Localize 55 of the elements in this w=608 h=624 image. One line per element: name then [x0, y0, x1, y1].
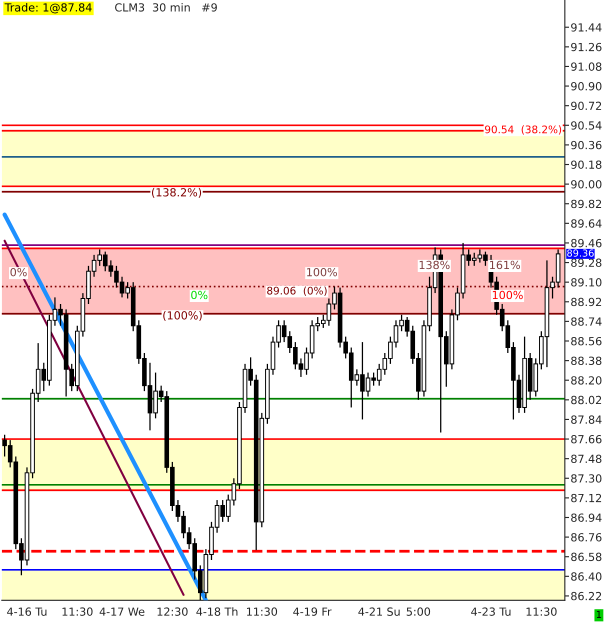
annotation: 138% [420, 260, 450, 270]
x-tick-label: 11:30 [247, 607, 278, 616]
chart-title: CLM3 30 min #9 [115, 3, 217, 12]
y-tick-label: 88.56 [571, 336, 602, 346]
y-tick-label: 90.36 [571, 140, 602, 150]
y-tick-label: 91.44 [571, 23, 602, 32]
y-tick-label: 87.48 [571, 454, 602, 464]
y-tick-label: 91.08 [571, 62, 602, 71]
annotation: (138.2%) [152, 188, 202, 198]
y-tick-label: 90.00 [571, 180, 602, 188]
y-tick-label: 89.64 [571, 219, 602, 228]
y-tick-label: 86.76 [571, 533, 602, 542]
annotation: 161% [490, 260, 520, 270]
y-tick-label: 88.02 [571, 396, 602, 404]
x-tick-label: 4-21 Su [358, 607, 400, 616]
y-tick-label: 90.54 [571, 121, 602, 130]
y-tick-label: 87.12 [571, 494, 602, 502]
y-tick-label: 88.74 [571, 317, 602, 326]
annotation: 0% [10, 268, 27, 276]
y-tick-label: 89.46 [571, 238, 602, 248]
text: 89.36 [567, 249, 594, 257]
x-tick-label: 4-16 Tu [7, 607, 46, 616]
y-tick-label: 86.94 [571, 513, 602, 522]
y-tick-label: 89.28 [571, 258, 602, 267]
y-tick-label: 88.20 [571, 376, 602, 385]
y-tick-label: 90.90 [571, 82, 602, 90]
y-tick-label: 87.84 [571, 415, 602, 424]
x-tick-label: 11:30 [526, 607, 557, 616]
text: 1 [596, 610, 602, 618]
x-tick-label: 4-19 Fr [293, 607, 332, 616]
x-tick-label: 4-17 We [100, 608, 144, 616]
y-tick-label: 88.92 [571, 298, 602, 306]
y-tick-label: 86.40 [571, 572, 602, 581]
x-tick-label: 4-23 Tu [471, 607, 510, 616]
x-tick-label: 5:00 [406, 607, 430, 616]
y-tick-label: 89.82 [571, 200, 602, 208]
x-tick-label: 12:30 [158, 607, 188, 616]
y-tick-label: 86.22 [571, 592, 602, 600]
y-tick-label: 90.18 [571, 160, 602, 169]
annotation: (100%) [163, 310, 202, 321]
y-tick-label: 87.30 [571, 474, 602, 483]
ref-line-label: 89.06 (0%) [267, 286, 327, 296]
y-tick-label: 87.66 [571, 435, 602, 444]
annotation: 100% [492, 290, 523, 300]
x-tick-label: 4-18 Th [196, 607, 238, 616]
annotation: Trade: 1@87.84 [4, 3, 92, 14]
y-tick-label: 89.10 [571, 278, 602, 287]
annotation: 0% [191, 290, 208, 300]
annotation: 100% [307, 268, 337, 276]
y-tick-label: 88.38 [571, 356, 602, 365]
ref-line-label: 90.54 (38.2%) [485, 125, 562, 135]
x-tick-label: 11:30 [62, 607, 93, 616]
y-tick-label: 91.26 [571, 42, 602, 52]
y-tick-label: 90.72 [571, 102, 602, 110]
y-tick-label: 86.58 [571, 552, 602, 562]
